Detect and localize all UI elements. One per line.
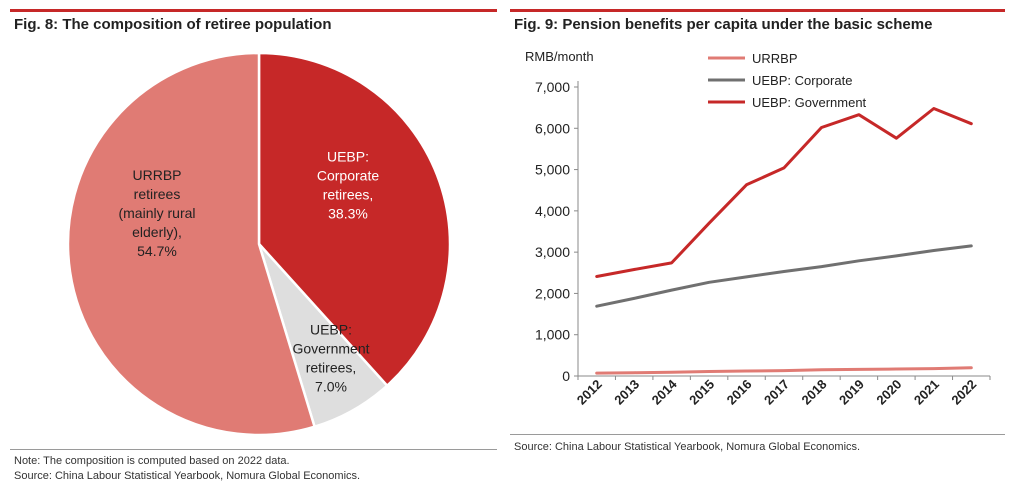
x-tick-label: 2016 (724, 377, 755, 408)
y-tick-label: 7,000 (535, 79, 570, 95)
legend-label-2: UEBP: Corporate (752, 73, 852, 88)
series-line-2 (595, 244, 973, 308)
fig9-line-chart: RMB/month 0 1,000 2,000 3,000 4,000 5,000 6,000… (525, 49, 991, 408)
x-tick-label: 2021 (911, 377, 942, 408)
y-axis-title: RMB/month (525, 49, 594, 64)
y-tick-label: 3,000 (535, 244, 570, 260)
x-tick-label: 2018 (799, 377, 830, 408)
pie-slice-label-2: UEBP: Government retirees, 7.0% (292, 322, 369, 395)
fig8-source: Source: China Labour Statistical Yearboo… (14, 470, 361, 482)
y-tick-label: 4,000 (535, 203, 570, 219)
pie-slice-1 (257, 51, 452, 388)
y-tick-label: 5,000 (535, 162, 570, 178)
pie-slice-label-1: UEBP: Corporate retirees, 38.3% (317, 149, 379, 222)
x-tick-label: 2019 (836, 377, 867, 408)
y-tick-label: 2,000 (535, 285, 570, 301)
series-line-1 (595, 366, 973, 375)
x-tick-label: 2017 (761, 377, 792, 408)
pie-slice-label-3: URRBP retirees (mainly rural elderly), 54.7% (118, 167, 195, 259)
fig9-bottom-rule (510, 434, 1005, 435)
y-tick-label: 6,000 (535, 120, 570, 136)
legend-label-1: URRBP (752, 51, 798, 66)
y-tick-label: 1,000 (535, 327, 570, 343)
fig8-pie-chart: UEBP: Corporate retirees, 38.3% UEBP: Governm… (66, 51, 452, 437)
fig8-note: Note: The composition is computed based … (14, 455, 290, 467)
x-tick-label: 2022 (948, 377, 979, 408)
y-tick-label: 0 (562, 368, 570, 384)
legend-label-3: UEBP: Government (752, 95, 867, 110)
fig9-title: Fig. 9: Pension benefits per capita unde… (514, 16, 933, 33)
fig9-top-rule (510, 9, 1005, 12)
fig8-title: Fig. 8: The composition of retiree popul… (14, 16, 332, 33)
fig9-source: Source: China Labour Statistical Yearboo… (514, 441, 861, 453)
x-tick-label: 2013 (611, 377, 642, 408)
fig9-panel: Fig. 9: Pension benefits per capita unde… (508, 0, 1022, 494)
x-tick-label: 2020 (873, 377, 904, 408)
series-line-3 (595, 107, 973, 278)
fig8-bottom-rule (10, 449, 497, 450)
pie-slice-3 (66, 51, 317, 437)
x-tick-label: 2015 (686, 377, 717, 408)
fig8-panel: Fig. 8: The composition of retiree popul… (0, 0, 500, 494)
x-tick-label: 2014 (649, 376, 681, 408)
x-tick-label: 2012 (574, 377, 605, 408)
fig8-top-rule (10, 9, 497, 12)
